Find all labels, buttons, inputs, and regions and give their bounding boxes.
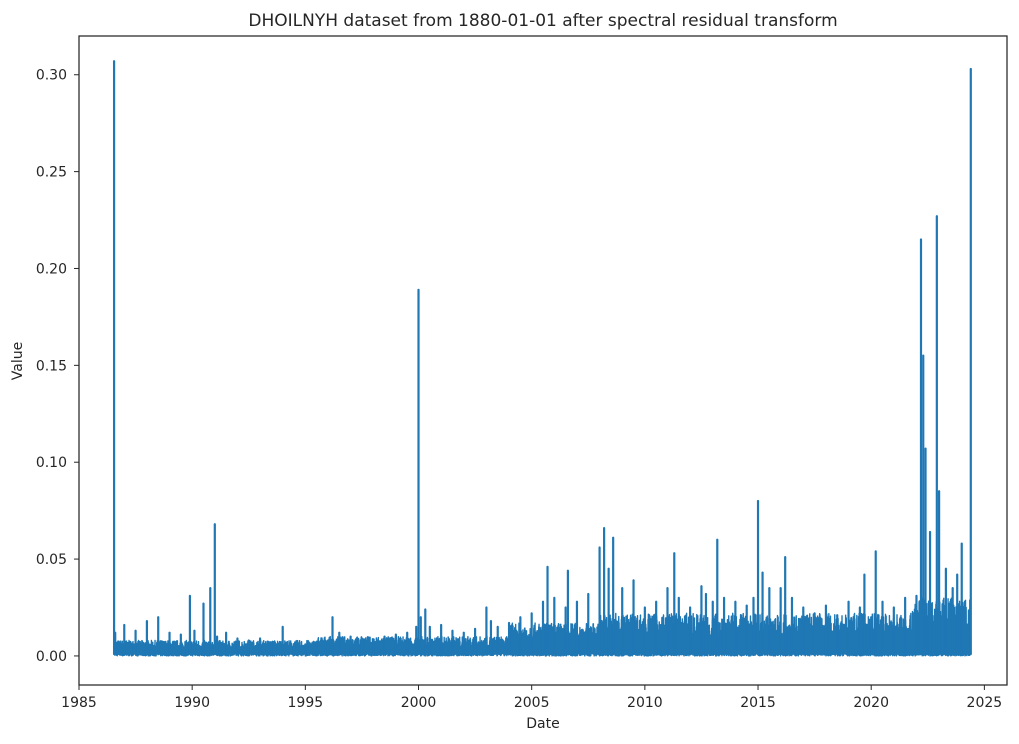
y-axis: 0.00 0.05 0.10 0.15 0.20 0.25 0.30 — [36, 68, 79, 665]
x-axis-label: Date — [526, 716, 559, 732]
x-tick-label: 1995 — [288, 695, 324, 711]
y-axis-label: Value — [10, 342, 26, 380]
x-tick-label: 2025 — [967, 695, 1003, 711]
x-tick-label: 2000 — [401, 695, 437, 711]
x-tick-label: 2015 — [740, 695, 776, 711]
chart-title: DHOILNYH dataset from 1880-01-01 after s… — [248, 11, 837, 31]
x-tick-label: 1990 — [174, 695, 210, 711]
y-tick-label: 0.15 — [36, 358, 67, 374]
plot-area — [78, 35, 1008, 686]
x-tick-label: 2010 — [627, 695, 663, 711]
x-tick-label: 2020 — [853, 695, 889, 711]
y-tick-label: 0.00 — [36, 649, 67, 665]
x-axis: 1985 1990 1995 2000 2005 2010 2015 2020 2025 — [61, 685, 1002, 711]
y-tick-label: 0.10 — [36, 455, 67, 471]
x-tick-label: 2005 — [514, 695, 550, 711]
x-tick-label: 1985 — [61, 695, 97, 711]
y-tick-label: 0.20 — [36, 261, 67, 277]
y-tick-label: 0.25 — [36, 165, 67, 181]
series-line-layer — [112, 60, 972, 657]
y-tick-label: 0.05 — [36, 552, 67, 568]
y-tick-label: 0.30 — [36, 68, 67, 84]
plot-frame — [78, 35, 1008, 686]
